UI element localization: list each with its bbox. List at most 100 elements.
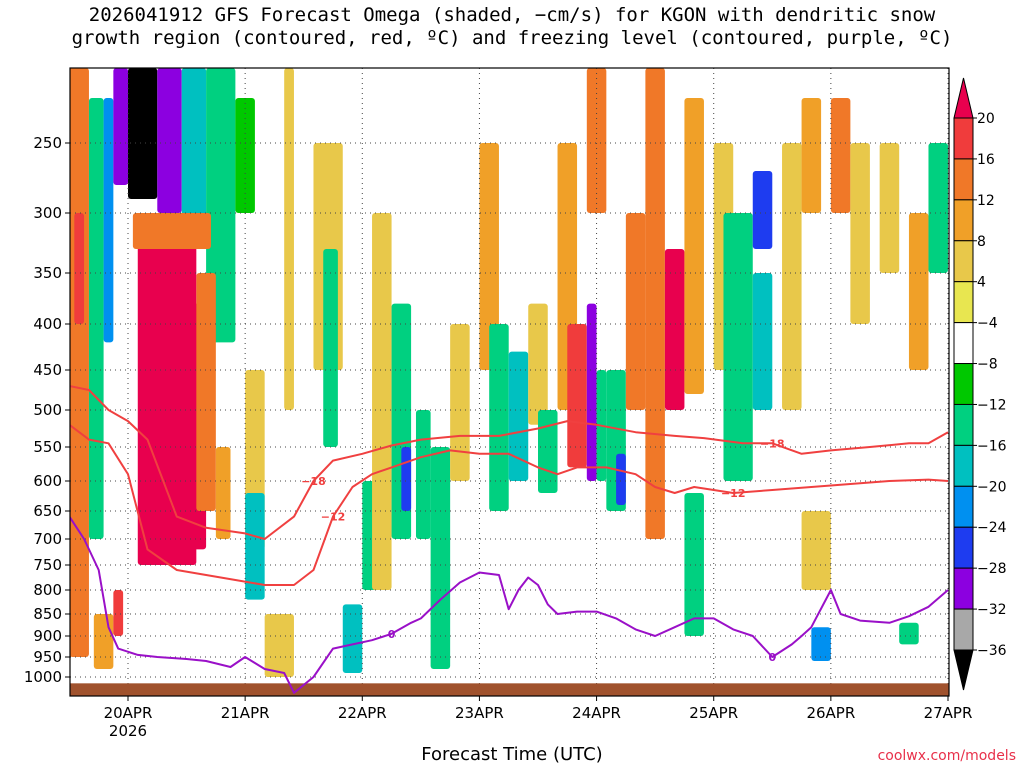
omega-cell-59	[899, 622, 919, 645]
plot-frame	[69, 67, 950, 697]
ground-fill	[70, 683, 949, 696]
colorbar: 20 16 12 8 4 −4 −8 −12 −16 −20 −24 −28 −32 −36	[953, 77, 1007, 691]
colorbar-box-9	[953, 485, 974, 528]
isotherm-minus12-line-label-0: −12	[321, 511, 346, 524]
colorbar-box-3	[953, 240, 974, 283]
x-tick-label-0: 20APR	[104, 704, 153, 722]
freezing-level-line-label-0: 0	[388, 628, 396, 641]
y-tick-label-650: 650	[33, 502, 62, 520]
omega-cell-26	[415, 410, 431, 539]
omega-cell-51	[801, 98, 822, 213]
omega-cell-12	[132, 213, 211, 249]
x-tick-label-3: 23APR	[455, 704, 504, 722]
x-tick-label-6: 26APR	[806, 704, 855, 722]
x-tick-sublabel-0: 2026	[109, 722, 147, 740]
omega-cell-35	[567, 324, 587, 468]
omega-cell-47	[723, 213, 753, 481]
omega-cell-41	[625, 213, 646, 410]
omega-cell-36	[586, 68, 607, 213]
credit-text: coolwx.com/models	[877, 748, 1016, 764]
y-tick-label-300: 300	[33, 204, 62, 222]
y-tick-label-500: 500	[33, 401, 62, 419]
x-tick-label-4: 24APR	[572, 704, 621, 722]
omega-cell-40	[616, 453, 626, 505]
omega-cell-44	[684, 98, 704, 394]
omega-cell-45	[684, 493, 704, 636]
omega-cell-4	[113, 68, 128, 185]
y-tick-label-550: 550	[33, 438, 62, 456]
isotherm-minus18-line	[70, 385, 949, 540]
colorbar-label-7: −12	[977, 397, 1007, 413]
omega-cell-42	[645, 68, 665, 539]
colorbar-box-0	[953, 117, 974, 160]
colorbar-label-8: −16	[977, 438, 1007, 454]
chart-title-line2: growth region (contoured, red, ºC) and f…	[71, 27, 953, 49]
colorbar-label-2: 12	[977, 193, 995, 209]
colorbar-box-4	[953, 281, 974, 324]
y-tick-label-1000: 1000	[24, 668, 62, 686]
colorbar-label-9: −20	[977, 479, 1007, 495]
omega-cell-29	[479, 143, 499, 370]
chart-title: 2026041912 GFS Forecast Omega (shaded, −…	[0, 4, 1024, 50]
colorbar-box-2	[953, 199, 974, 242]
omega-cell-54	[811, 627, 831, 661]
omega-cell-17	[264, 614, 294, 677]
y-tick-label-800: 800	[33, 581, 62, 599]
omega-cell-13	[196, 273, 216, 511]
omega-cell-52	[830, 98, 851, 213]
x-axis-label: Forecast Time (UTC)	[421, 744, 603, 765]
colorbar-box-12	[953, 608, 974, 651]
omega-shading	[70, 68, 948, 677]
colorbar-box-7	[953, 403, 974, 446]
colorbar-box-5	[953, 322, 974, 365]
colorbar-label-12: −32	[977, 602, 1007, 618]
colorbar-label-6: −8	[977, 357, 998, 373]
colorbar-box-8	[953, 444, 974, 487]
omega-cell-25	[401, 447, 412, 511]
y-tick-label-750: 750	[33, 556, 62, 574]
y-tick-label-450: 450	[33, 361, 62, 379]
y-tick-label-350: 350	[33, 264, 62, 282]
colorbar-label-11: −28	[977, 561, 1007, 577]
colorbar-top-triangle	[953, 77, 974, 119]
omega-cell-31	[508, 351, 529, 481]
omega-cell-37	[586, 303, 597, 481]
omega-cell-2	[88, 98, 104, 539]
x-tick-label-7: 27APR	[924, 704, 973, 722]
omega-cell-14	[215, 447, 231, 539]
omega-cell-53	[850, 143, 870, 324]
contour-lines: −18 −18 −12 −12 0 0	[70, 385, 949, 694]
x-tick-label-1: 21APR	[221, 704, 270, 722]
colorbar-box-1	[953, 158, 974, 201]
omega-cell-23	[372, 213, 392, 590]
omega-cell-9	[235, 98, 255, 213]
omega-cell-28	[450, 324, 470, 481]
omega-cell-49	[752, 171, 773, 249]
omega-cell-21	[342, 604, 363, 673]
omega-cell-1	[74, 213, 85, 324]
y-tick-label-400: 400	[33, 315, 62, 333]
omega-cell-58	[928, 143, 948, 273]
colorbar-label-0: 20	[977, 111, 995, 127]
colorbar-label-13: −36	[977, 643, 1007, 659]
colorbar-label-10: −24	[977, 520, 1007, 536]
omega-cell-55	[801, 511, 831, 590]
freezing-level-line	[70, 516, 949, 694]
colorbar-label-3: 8	[977, 234, 986, 250]
colorbar-label-4: 4	[977, 275, 986, 291]
omega-cell-7	[181, 68, 207, 237]
omega-cell-5	[128, 68, 158, 199]
y-tick-label-250: 250	[33, 134, 62, 152]
colorbar-box-10	[953, 526, 974, 569]
y-tick-label-950: 950	[33, 648, 62, 666]
y-tick-label-600: 600	[33, 472, 62, 490]
y-tick-label-700: 700	[33, 530, 62, 548]
omega-cell-18	[284, 68, 294, 410]
ground-layer	[70, 683, 949, 696]
freezing-level-line-label-1: 0	[768, 651, 776, 664]
y-axis: 250 300 350 400 450 500 550 600 650 700 750 800 850 9…	[24, 134, 70, 686]
y-tick-label-900: 900	[33, 627, 62, 645]
omega-cell-56	[879, 143, 900, 273]
omega-cell-50	[782, 143, 802, 410]
